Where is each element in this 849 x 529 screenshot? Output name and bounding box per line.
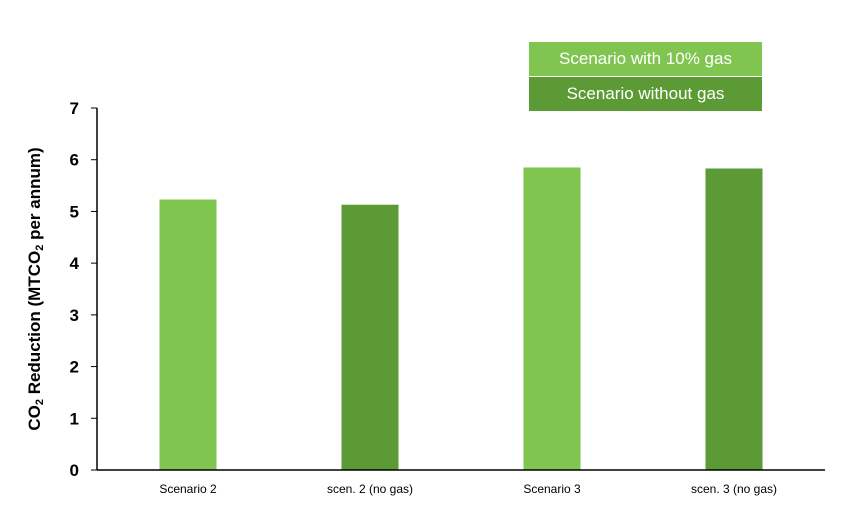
y-tick-label: 1 xyxy=(70,409,79,428)
bar-2 xyxy=(341,204,399,470)
y-axis-label: CO2 Reduction (MTCO2 per annum) xyxy=(25,147,46,430)
y-tick-label: 0 xyxy=(70,461,79,480)
legend-entry-with-gas: Scenario with 10% gas xyxy=(529,42,762,76)
legend-entry-without-gas: Scenario without gas xyxy=(529,77,762,111)
legend-label-with-gas: Scenario with 10% gas xyxy=(559,49,732,68)
y-axis-ticks: 0 1 2 3 4 5 6 7 xyxy=(70,99,97,480)
y-tick-label: 4 xyxy=(70,254,80,273)
bar-4 xyxy=(705,168,763,470)
legend-label-without-gas: Scenario without gas xyxy=(566,84,725,103)
bar-1 xyxy=(159,199,217,470)
x-tick-label: scen. 2 (no gas) xyxy=(327,482,413,496)
bars xyxy=(159,167,763,470)
x-axis-ticks: Scenario 2 scen. 2 (no gas) Scenario 3 scen… xyxy=(159,482,777,496)
y-tick-label: 2 xyxy=(70,358,79,377)
x-tick-label: scen. 3 (no gas) xyxy=(691,482,777,496)
x-tick-label: Scenario 3 xyxy=(523,482,581,496)
y-tick-label: 3 xyxy=(70,306,79,325)
y-axis-title: CO2 Reduction (MTCO2 per annum) xyxy=(25,147,46,430)
x-tick-label: Scenario 2 xyxy=(159,482,217,496)
y-tick-label: 7 xyxy=(70,99,79,118)
y-tick-label: 6 xyxy=(70,151,79,170)
y-tick-label: 5 xyxy=(70,202,79,221)
bar-3 xyxy=(523,167,581,470)
